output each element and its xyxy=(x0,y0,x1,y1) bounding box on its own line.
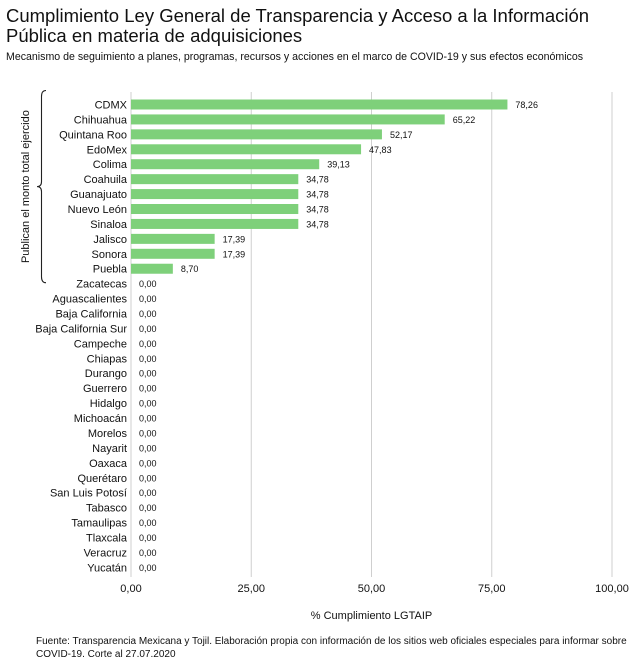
category-label: EdoMex xyxy=(87,144,128,156)
bar xyxy=(131,174,299,185)
bar xyxy=(131,218,299,229)
chart-subtitle: Mecanismo de seguimiento a planes, progr… xyxy=(6,51,584,63)
category-labels: CDMX Chihuahua Quintana Roo EdoMex Colima Coa… xyxy=(35,100,128,575)
bar xyxy=(131,233,215,244)
value-label: 0,00 xyxy=(139,503,157,513)
category-label: Tlaxcala xyxy=(86,532,128,544)
value-label: 0,00 xyxy=(139,563,157,573)
chart-title: Cumplimiento Ley General de Transparenci… xyxy=(6,5,590,46)
value-label: 47,83 xyxy=(369,145,392,155)
category-label: Querétaro xyxy=(77,473,127,485)
bar xyxy=(131,129,382,140)
category-label: Sonora xyxy=(92,249,128,261)
value-label: 0,00 xyxy=(139,369,157,379)
bar xyxy=(131,248,215,259)
category-label: Nayarit xyxy=(92,443,127,455)
value-label: 0,00 xyxy=(139,324,157,334)
annotation-bracket xyxy=(36,89,47,284)
x-tick-label: 0,00 xyxy=(120,583,141,595)
bars xyxy=(131,99,508,274)
value-label: 34,78 xyxy=(306,190,329,200)
category-label: Yucatán xyxy=(87,562,127,574)
value-label: 34,78 xyxy=(306,219,329,229)
category-label: Guanajuato xyxy=(70,189,127,201)
value-labels: 78,26 65,22 52,17 47,83 39,13 34,78 34,78 34,78… xyxy=(139,100,538,573)
source-note: Fuente: Transparencia Mexicana y Tojil. … xyxy=(36,636,627,660)
category-label: Zacatecas xyxy=(76,279,127,291)
category-label: Tabasco xyxy=(86,503,127,515)
category-label: San Luis Potosí xyxy=(50,488,127,500)
value-label: 0,00 xyxy=(139,518,157,528)
value-label: 0,00 xyxy=(139,428,157,438)
category-label: Sinaloa xyxy=(90,219,128,231)
value-label: 0,00 xyxy=(139,339,157,349)
bar xyxy=(131,189,299,200)
category-label: Guerrero xyxy=(83,383,127,395)
value-label: 17,39 xyxy=(223,249,246,259)
annotation-label: Publican el monto total ejercido xyxy=(20,110,32,263)
x-tick-label: 100,00 xyxy=(595,583,629,595)
category-label: Chihuahua xyxy=(74,114,128,126)
value-label: 0,00 xyxy=(139,354,157,364)
x-tick-label: 25,00 xyxy=(237,583,265,595)
x-tick-labels: 0,00 25,00 50,00 75,00 100,00 xyxy=(120,583,629,595)
category-label: Jalisco xyxy=(93,234,127,246)
value-label: 0,00 xyxy=(139,488,157,498)
category-label: Tamaulipas xyxy=(71,518,127,530)
category-label: Aguascalientes xyxy=(52,294,127,306)
category-label: Oaxaca xyxy=(89,458,128,470)
x-tick-label: 75,00 xyxy=(478,583,506,595)
value-label: 0,00 xyxy=(139,533,157,543)
value-label: 0,00 xyxy=(139,384,157,394)
bar xyxy=(131,204,299,215)
value-label: 0,00 xyxy=(139,414,157,424)
value-label: 8,70 xyxy=(181,264,199,274)
value-label: 52,17 xyxy=(390,130,413,140)
value-label: 0,00 xyxy=(139,399,157,409)
category-label: Chiapas xyxy=(87,353,128,365)
value-label: 65,22 xyxy=(453,115,476,125)
value-label: 0,00 xyxy=(139,473,157,483)
category-label: Baja California xyxy=(55,309,127,321)
value-label: 34,78 xyxy=(306,175,329,185)
value-label: 0,00 xyxy=(139,458,157,468)
value-label: 39,13 xyxy=(327,160,350,170)
category-label: Quintana Roo xyxy=(59,129,127,141)
value-label: 34,78 xyxy=(306,205,329,215)
value-label: 0,00 xyxy=(139,309,157,319)
bar xyxy=(131,114,445,125)
bar xyxy=(131,144,362,155)
category-label: Campeche xyxy=(74,338,127,350)
value-label: 0,00 xyxy=(139,443,157,453)
value-label: 0,00 xyxy=(139,294,157,304)
category-label: Nuevo León xyxy=(68,204,127,216)
category-label: CDMX xyxy=(95,100,128,112)
category-label: Puebla xyxy=(93,264,128,276)
value-label: 78,26 xyxy=(515,100,538,110)
value-label: 17,39 xyxy=(223,234,246,244)
category-label: Colima xyxy=(93,159,128,171)
bar xyxy=(131,263,173,274)
category-label: Michoacán xyxy=(74,413,127,425)
category-label: Coahuila xyxy=(84,174,128,186)
x-tick-label: 50,00 xyxy=(358,583,386,595)
bar xyxy=(131,159,320,170)
gridlines xyxy=(130,92,613,577)
category-label: Veracruz xyxy=(84,547,127,559)
category-label: Hidalgo xyxy=(90,398,127,410)
category-label: Baja California Sur xyxy=(35,323,127,335)
value-label: 0,00 xyxy=(139,279,157,289)
category-label: Durango xyxy=(85,368,127,380)
category-label: Morelos xyxy=(88,428,128,440)
bar xyxy=(131,99,508,110)
value-label: 0,00 xyxy=(139,548,157,558)
x-axis-label: % Cumplimiento LGTAIP xyxy=(311,610,432,622)
